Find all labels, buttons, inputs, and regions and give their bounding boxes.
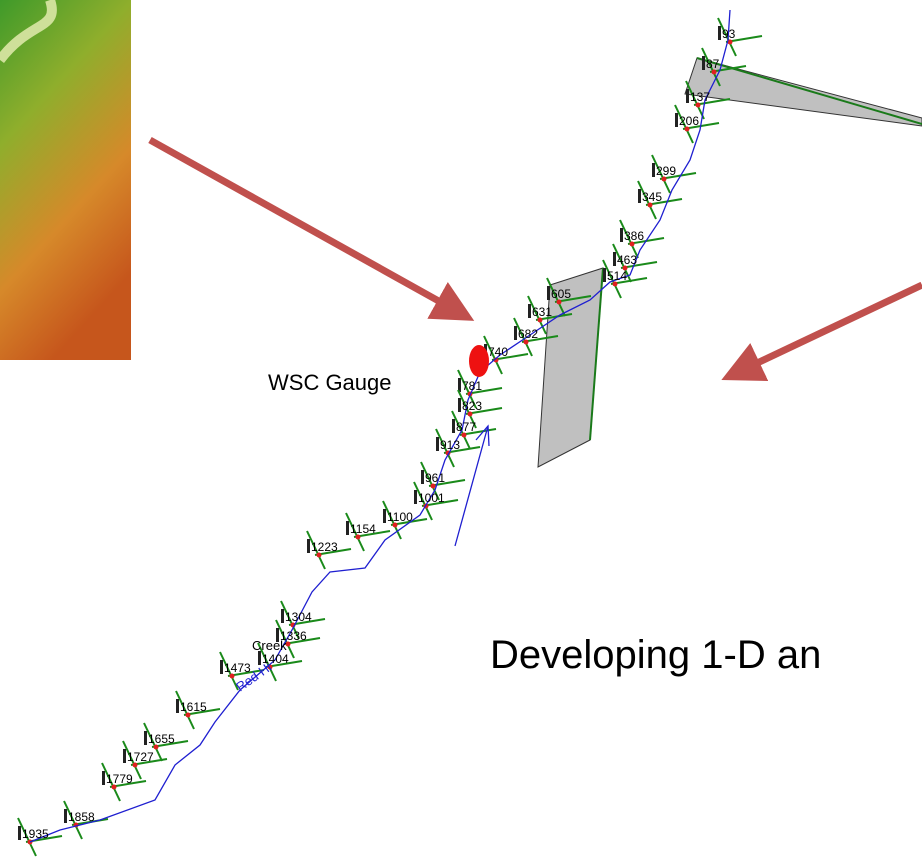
heading: Developing 1-D an — [490, 633, 821, 677]
station-label: 1336 — [280, 629, 307, 643]
station-tick — [307, 539, 310, 553]
station-tick — [528, 304, 531, 318]
station-label: 1655 — [148, 732, 175, 746]
station-label: 605 — [551, 287, 571, 301]
station-tick — [220, 660, 223, 674]
station-tick — [176, 699, 179, 713]
station-tick — [514, 326, 517, 340]
station-label: 913 — [440, 438, 460, 452]
station-tick — [638, 189, 641, 203]
flow-arrow — [455, 426, 489, 546]
pointer-arrow — [734, 285, 922, 374]
station-label: 93 — [722, 27, 736, 41]
station-label: 1935 — [22, 827, 49, 841]
station-label: 87 — [706, 57, 720, 71]
station-tick — [18, 826, 21, 840]
station-tick — [144, 731, 147, 745]
station-label: 463 — [617, 253, 637, 267]
station-tick — [436, 437, 439, 451]
station-label: 781 — [462, 379, 482, 393]
station-label: 514 — [607, 269, 627, 283]
station-label: 1615 — [180, 700, 207, 714]
station-tick — [718, 26, 721, 40]
station-tick — [702, 56, 705, 70]
station-tick — [383, 509, 386, 523]
station-label: 740 — [488, 345, 508, 359]
station-tick — [281, 609, 284, 623]
station-label: 345 — [642, 190, 662, 204]
gauge-label: WSC Gauge — [268, 370, 392, 395]
station-label: 1727 — [127, 750, 154, 764]
station-label: 1779 — [106, 772, 133, 786]
station-tick — [346, 521, 349, 535]
station-label: 206 — [679, 114, 699, 128]
station-tick — [613, 252, 616, 266]
station-tick — [64, 809, 67, 823]
station-label: 631 — [532, 305, 552, 319]
station-label: 1473 — [224, 661, 251, 675]
pointer-arrow — [150, 140, 462, 314]
station-label: 137 — [690, 90, 710, 104]
station-label: 1223 — [311, 540, 338, 554]
station-tick — [620, 228, 623, 242]
terrain-image — [0, 0, 131, 360]
station-tick — [547, 286, 550, 300]
river-centerline — [30, 10, 730, 842]
station-tick — [686, 89, 689, 103]
station-label: 1001 — [418, 491, 445, 505]
station-tick — [102, 771, 105, 785]
station-tick — [452, 419, 455, 433]
station-label: 1858 — [68, 810, 95, 824]
station-label: 823 — [462, 399, 482, 413]
station-tick — [603, 268, 606, 282]
station-tick — [414, 490, 417, 504]
station-label: 961 — [425, 471, 445, 485]
station-tick — [675, 113, 678, 127]
gauge-marker — [469, 345, 489, 377]
station-label: 1154 — [350, 522, 376, 536]
station-label: 877 — [456, 420, 476, 434]
station-label: 1404 — [262, 652, 289, 666]
station-tick — [421, 470, 424, 484]
station-label: 299 — [656, 164, 676, 178]
slide: WSC Gauge Red Hi Creek Developing 1-D an… — [0, 0, 922, 858]
station-label: 386 — [624, 229, 644, 243]
station-tick — [458, 398, 461, 412]
station-label: 1100 — [387, 510, 413, 524]
station-tick — [652, 163, 655, 177]
station-tick — [123, 749, 126, 763]
station-label: 1304 — [285, 610, 312, 624]
station-label: 682 — [518, 327, 538, 341]
